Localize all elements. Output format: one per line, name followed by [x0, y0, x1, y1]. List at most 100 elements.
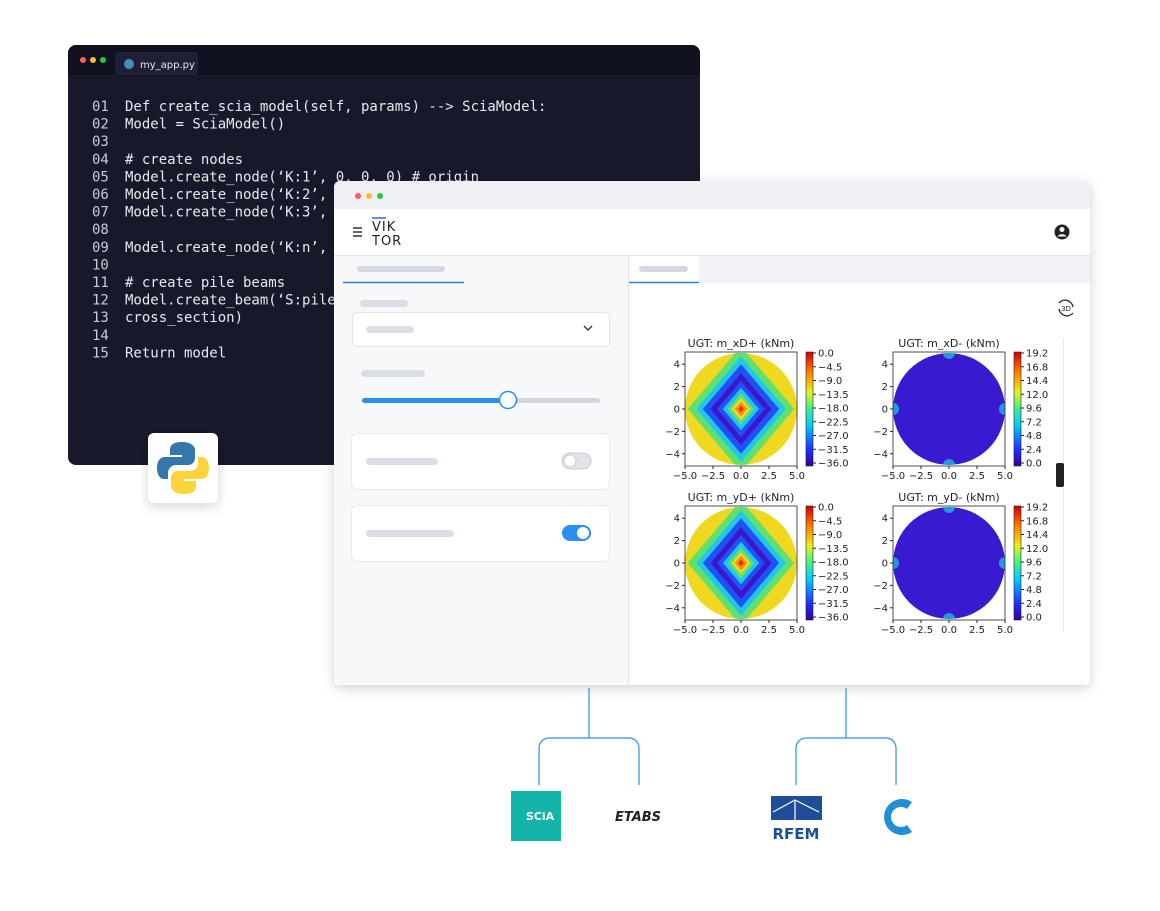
code-line: Return model: [125, 345, 226, 361]
view-3d-label: 3D: [1061, 305, 1071, 313]
x-tick-label: −5.0: [673, 471, 697, 482]
line-number: 11: [92, 275, 109, 291]
line-number: 07: [92, 205, 109, 221]
code-line: Model.create_node(‘K:n’,: [125, 240, 327, 256]
x-tick-label: 5.0: [997, 625, 1013, 636]
x-tick-label: 5.0: [789, 625, 805, 636]
y-tick-label: 0: [674, 405, 680, 416]
code-line: Model.create_node(‘K:3’,: [125, 205, 327, 221]
x-tick-label: 5.0: [997, 471, 1013, 482]
colorbar-tick-label: −36.0: [818, 613, 849, 624]
placeholder: [639, 266, 688, 272]
line-number: 01: [92, 99, 109, 115]
plot: UGT: m_xD+ (kNm) −5.0 −2.5 0.0 2.5 5.0 4 2 0 −2 −4…: [665, 337, 848, 482]
toggle-knob: [563, 454, 577, 468]
python-logo-blue: [157, 442, 195, 479]
card: [351, 433, 610, 490]
contour-edge: [893, 403, 899, 415]
colorbar-tick-label: 14.4: [1026, 530, 1048, 541]
line-number: 09: [92, 240, 109, 256]
y-tick-label: 4: [674, 360, 680, 371]
colorbar-tick-label: 7.2: [1026, 417, 1042, 428]
dot: [80, 57, 86, 63]
placeholder: [357, 266, 445, 272]
contour-edge: [999, 403, 1005, 415]
line-number: 15: [92, 345, 109, 361]
contour-edge: [893, 557, 899, 569]
menu-button[interactable]: [353, 227, 362, 237]
colorbar-tick-label: 4.8: [1026, 585, 1042, 596]
dot: [366, 193, 372, 199]
python-logo-yellow: [171, 457, 209, 494]
plot-title: UGT: m_yD- (kNm): [898, 491, 999, 504]
plot-title: UGT: m_yD+ (kNm): [688, 491, 795, 504]
colorbar-tick-label: 0.0: [818, 503, 834, 514]
app-titlebar: [334, 181, 1090, 209]
dropdown[interactable]: [352, 312, 610, 347]
colorbar-tick-label: 19.2: [1026, 349, 1048, 360]
line-number: 14: [92, 328, 109, 344]
colorbar-tick-label: 7.2: [1026, 571, 1042, 582]
etabs-label: ETABS: [615, 810, 661, 825]
colorbar-tick-label: −27.0: [818, 431, 849, 442]
contour-edge: [999, 557, 1005, 569]
colorbar-tick-label: −9.0: [818, 530, 842, 541]
placeholder: [361, 370, 425, 377]
line-number: 13: [92, 310, 109, 326]
y-tick-label: −4: [665, 449, 680, 460]
right-tabbar: [629, 256, 1090, 283]
line-number: 10: [92, 257, 109, 273]
colorbar-tick-label: 2.4: [1026, 599, 1042, 610]
slider-fill: [362, 398, 508, 403]
line-number: 04: [92, 152, 109, 168]
code-line: # create pile beams: [125, 275, 285, 291]
colorbar-tick-label: −18.0: [818, 404, 849, 415]
y-tick-label: 4: [882, 514, 888, 525]
placeholder: [366, 326, 414, 333]
line-number: 05: [92, 169, 109, 185]
placeholder: [366, 458, 438, 465]
code-line: Model.create_beam(‘S:pile: [125, 293, 336, 309]
y-tick-label: 4: [674, 514, 680, 525]
collapse-handle[interactable]: [1056, 463, 1064, 487]
x-tick-label: −2.5: [909, 625, 933, 636]
y-tick-label: −4: [873, 603, 888, 614]
x-tick-label: 0.0: [733, 625, 749, 636]
y-tick-label: −2: [665, 581, 680, 592]
colorbar-tick-label: 9.6: [1026, 558, 1042, 569]
dot: [377, 193, 383, 199]
x-tick-label: 5.0: [789, 471, 805, 482]
y-tick-label: −4: [873, 449, 888, 460]
contour: [685, 507, 797, 619]
view-3d-button[interactable]: 3D: [1058, 299, 1074, 317]
contour: [893, 353, 1005, 465]
line-number: 03: [92, 134, 109, 150]
y-tick-label: 2: [674, 382, 680, 393]
contour-fill: [893, 353, 1005, 465]
y-tick-label: 0: [882, 559, 888, 570]
colorbar-tick-label: 0.0: [1026, 613, 1042, 624]
colorbar-tick-label: −22.5: [818, 417, 849, 428]
scia-logo: [511, 791, 561, 841]
colorbar-tick-label: −9.0: [818, 376, 842, 387]
colorbar: [805, 505, 814, 621]
colorbar-tick-label: 0.0: [818, 349, 834, 360]
code-line: Def create_scia_model(self, params) --> …: [125, 99, 546, 115]
plot-title: UGT: m_xD+ (kNm): [688, 337, 795, 350]
user-icon[interactable]: [1054, 224, 1070, 240]
colorbar-tick-label: −13.5: [818, 544, 849, 555]
colorbar-tick-label: −13.5: [818, 390, 849, 401]
colorbar-tick-label: −36.0: [818, 459, 849, 470]
y-tick-label: 2: [882, 382, 888, 393]
plot: UGT: m_xD- (kNm) −5.0 −2.5 0.0 2.5 5.0 4 2 0 −2 −4…: [873, 337, 1048, 482]
slider-thumb[interactable]: [498, 390, 518, 410]
line-number: 06: [92, 187, 109, 203]
chevron: [583, 325, 593, 331]
colorbar-tick-label: −18.0: [818, 558, 849, 569]
x-tick-label: 2.5: [761, 471, 777, 482]
x-tick-label: −2.5: [909, 471, 933, 482]
colorbar-tick-label: 9.6: [1026, 404, 1042, 415]
editor-tab[interactable]: [115, 52, 198, 75]
colorbar-tick-label: 4.8: [1026, 431, 1042, 442]
